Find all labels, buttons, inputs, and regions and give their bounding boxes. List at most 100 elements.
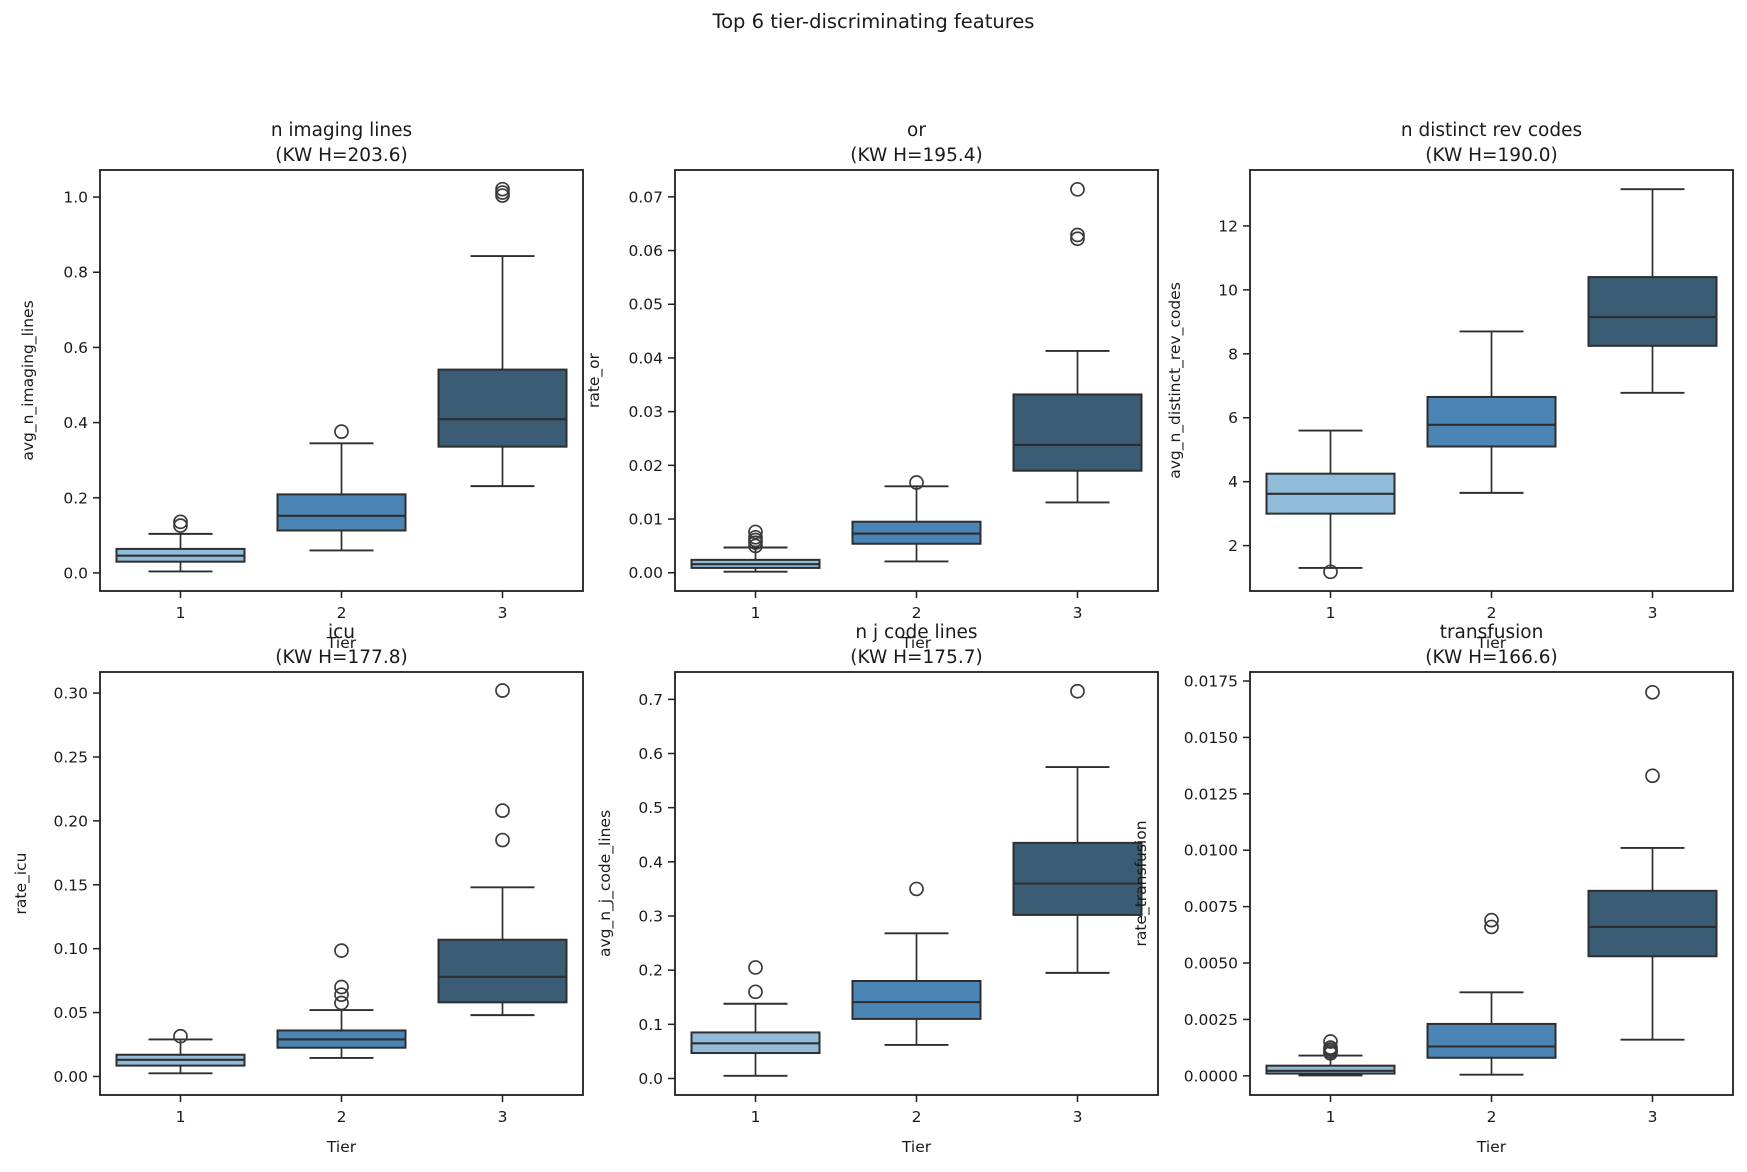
y-tick-label: 0.10	[53, 940, 88, 958]
y-tick-label: 0.05	[53, 1004, 88, 1022]
y-axis-label: rate_transfusion	[1132, 820, 1151, 946]
x-tick-label: 1	[176, 604, 186, 622]
x-tick-label: 1	[1326, 1108, 1336, 1126]
box-group-tier-2	[276, 943, 407, 1059]
box-group-tier-3	[1012, 683, 1143, 974]
y-tick-label: 0.30	[53, 685, 88, 703]
y-tick-label: 0.0175	[1184, 673, 1238, 691]
outlier-point	[334, 943, 349, 958]
subplot-n-j-code-lines: 0.0 0.1 0.2 0.3 0.4 0.5 0.6 0.7 1 2 3 Tier avg_n_j_c…	[596, 622, 1159, 1156]
subplot-title: or	[907, 120, 926, 141]
y-tick-label: 0.6	[638, 745, 663, 763]
box-group-tier-1	[115, 1028, 246, 1075]
x-axis-label: Tier	[326, 1138, 357, 1156]
y-tick-label: 0.0125	[1184, 785, 1238, 803]
x-tick-label: 3	[498, 1108, 508, 1126]
box-group-tier-2	[851, 475, 982, 563]
iqr-box	[1012, 841, 1143, 916]
box-group-tier-2	[851, 881, 982, 1046]
iqr-box	[437, 368, 568, 448]
box-group-tier-2	[1426, 330, 1557, 494]
subplot-n-imaging-lines: 0.0 0.2 0.4 0.6 0.8 1.0 1 2 3 Tier avg_n_imaging_l…	[19, 120, 584, 652]
y-tick-label: 0.04	[628, 349, 663, 367]
x-tick-label: 1	[751, 1108, 761, 1126]
y-tick-label: 0.02	[628, 457, 663, 475]
box-group-tier-3	[437, 181, 568, 488]
y-tick-label: 0.20	[53, 812, 88, 830]
outlier-point	[495, 683, 510, 698]
y-tick-label: 0.0	[63, 564, 88, 582]
outlier-point	[1323, 564, 1338, 580]
iqr-box	[1587, 276, 1718, 347]
outlier-point	[1323, 1034, 1338, 1049]
outlier-point	[1484, 912, 1499, 928]
box-group-tier-2	[1426, 912, 1557, 1076]
y-axis-label: avg_n_imaging_lines	[19, 300, 38, 460]
x-tick-label: 2	[1487, 1108, 1497, 1126]
y-tick-label: 0.15	[53, 876, 88, 894]
y-tick-label: 2	[1228, 537, 1238, 555]
subplot-transfusion: 0.0000 0.0025 0.0050 0.0075 0.0100 0.0125 0.01…	[1132, 622, 1734, 1156]
outlier-point	[1645, 684, 1660, 700]
outlier-point	[173, 514, 188, 530]
y-tick-label: 0.00	[53, 1068, 88, 1086]
subplot-subtitle: (KW H=203.6)	[275, 145, 407, 166]
box-group-tier-1	[1265, 429, 1396, 580]
y-tick-label: 0.05	[628, 296, 663, 314]
outlier-point	[748, 529, 763, 545]
y-tick-label: 0.25	[53, 748, 88, 766]
y-tick-label: 0.8	[63, 264, 88, 282]
y-tick-label: 0.0	[638, 1070, 663, 1088]
y-axis-label: rate_icu	[12, 853, 31, 915]
x-tick-label: 2	[337, 1108, 347, 1126]
y-tick-label: 0.2	[638, 962, 663, 980]
outlier-point	[1070, 227, 1085, 243]
y-tick-label: 0.3	[638, 907, 663, 925]
y-tick-label: 4	[1228, 473, 1238, 491]
subplot-subtitle: (KW H=177.8)	[275, 647, 407, 668]
subplot-title: n j code lines	[855, 622, 977, 643]
outlier-point	[1323, 1040, 1338, 1055]
x-tick-label: 2	[1487, 604, 1497, 622]
y-axis-label: avg_n_distinct_rev_codes	[1166, 282, 1185, 479]
outlier-point	[748, 984, 763, 1000]
subplot-title: transfusion	[1440, 622, 1544, 643]
iqr-box	[1265, 1064, 1396, 1075]
x-tick-label: 3	[1648, 1108, 1658, 1126]
y-tick-label: 0.2	[63, 489, 88, 507]
box-group-tier-3	[1012, 181, 1143, 504]
outlier-point	[334, 995, 349, 1011]
y-tick-label: 8	[1228, 345, 1238, 363]
figure-title: Top 6 tier-discriminating features	[712, 10, 1035, 33]
x-tick-label: 3	[1648, 604, 1658, 622]
x-tick-label: 2	[912, 1108, 922, 1126]
box-group-tier-1	[690, 960, 821, 1077]
x-tick-label: 3	[1073, 1108, 1083, 1126]
outlier-point	[1645, 768, 1660, 784]
y-tick-label: 0.00	[628, 564, 663, 582]
box-group-tier-3	[437, 683, 568, 1017]
outlier-point	[909, 881, 924, 897]
box-group-tier-3	[1587, 684, 1718, 1041]
y-tick-label: 0.01	[628, 511, 663, 529]
box-group-tier-2	[276, 424, 407, 552]
iqr-box	[851, 979, 982, 1020]
outlier-point	[1070, 683, 1085, 699]
subplot-or: 0.00 0.01 0.02 0.03 0.04 0.05 0.06 0.07 1 2 3 Tier r…	[585, 120, 1159, 652]
outlier-point	[748, 524, 763, 540]
x-axis-label: Tier	[901, 634, 932, 652]
y-tick-label: 0.0000	[1184, 1067, 1238, 1085]
subplot-subtitle: (KW H=166.6)	[1425, 647, 1557, 668]
box-group-tier-1	[115, 514, 246, 573]
y-tick-label: 0.5	[638, 799, 663, 817]
outlier-point	[495, 803, 510, 819]
y-tick-label: 0.0100	[1184, 842, 1238, 860]
y-tick-label: 10	[1218, 281, 1238, 299]
iqr-box	[1426, 1022, 1557, 1059]
x-tick-label: 1	[1326, 604, 1336, 622]
outlier-point	[334, 979, 349, 995]
x-axis-label: Tier	[1476, 1138, 1507, 1156]
x-tick-label: 3	[1073, 604, 1083, 622]
